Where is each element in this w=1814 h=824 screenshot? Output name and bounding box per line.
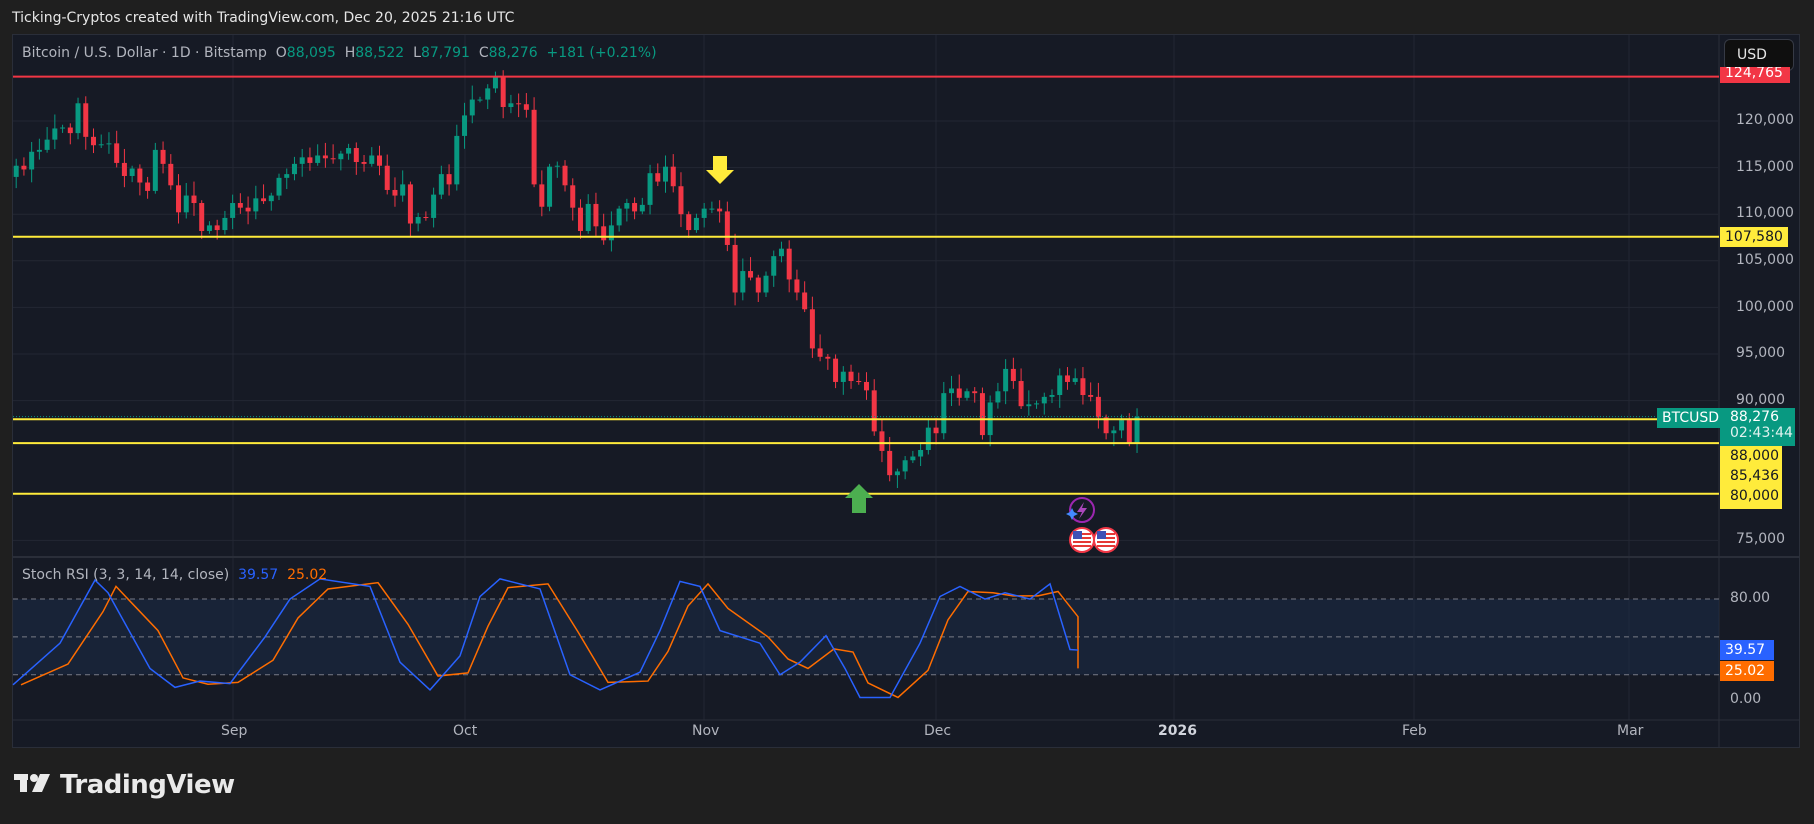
level-price-tag: 88,000 — [1730, 448, 1779, 464]
time-tick: Mar — [1617, 723, 1644, 739]
price-tick: 120,000 — [1736, 112, 1794, 128]
time-tick-year: 2026 — [1158, 723, 1197, 739]
bar-countdown: 02:43:44 — [1730, 425, 1793, 441]
last-price-tag: 88,276 02:43:44 — [1720, 408, 1795, 446]
level-price-tag: 85,436 — [1730, 468, 1779, 484]
last-price: 88,276 — [1730, 409, 1779, 425]
price-tick: 110,000 — [1736, 205, 1794, 221]
time-tick: Feb — [1402, 723, 1427, 739]
level-tags-group: 88,000 85,436 80,000 — [1720, 446, 1782, 509]
stoch-tick: 80.00 — [1730, 590, 1771, 606]
close-value: 88,276 — [488, 45, 538, 61]
open-label: O — [275, 45, 287, 61]
indicator-name: Stoch RSI (3, 3, 14, 14, close) — [22, 567, 230, 583]
price-tick: 95,000 — [1736, 345, 1785, 361]
k-value: 39.57 — [238, 567, 279, 583]
k-value-tag: 39.57 — [1720, 640, 1774, 660]
price-tick: 75,000 — [1736, 531, 1785, 547]
open-value: 88,095 — [286, 45, 336, 61]
low-label: L — [413, 45, 421, 61]
symbol-legend: Bitcoin / U.S. Dollar · 1D · Bitstamp O8… — [22, 45, 657, 61]
chart-caption: Ticking-Cryptos created with TradingView… — [12, 10, 515, 26]
time-tick: Dec — [924, 723, 952, 739]
time-tick: Sep — [221, 723, 248, 739]
d-value: 25.02 — [287, 567, 328, 583]
level-price-tag: 80,000 — [1730, 488, 1779, 504]
level-price-tag: 107,580 — [1720, 227, 1788, 247]
price-tick: 90,000 — [1736, 392, 1785, 408]
symbol-description: Bitcoin / U.S. Dollar · 1D · Bitstamp — [22, 45, 267, 61]
time-tick: Nov — [692, 723, 720, 739]
currency-button[interactable]: USD — [1724, 39, 1794, 71]
tradingview-logo-icon — [14, 771, 54, 801]
symbol-tag: BTCUSD — [1657, 408, 1725, 428]
resistance-price-tag: 124,765 — [1720, 67, 1790, 83]
time-tick: Oct — [453, 723, 478, 739]
low-value: 87,791 — [420, 45, 470, 61]
close-label: C — [478, 45, 489, 61]
change-value: +181 (+0.21%) — [546, 45, 657, 61]
tradingview-brand: TradingView — [14, 770, 235, 801]
high-value: 88,522 — [355, 45, 405, 61]
high-label: H — [344, 45, 356, 61]
brand-name: TradingView — [60, 770, 235, 800]
price-tick: 105,000 — [1736, 252, 1794, 268]
stoch-tick: 0.00 — [1730, 691, 1762, 707]
price-tick: 115,000 — [1736, 159, 1794, 175]
price-tick: 100,000 — [1736, 299, 1794, 315]
stoch-rsi-legend[interactable]: Stoch RSI (3, 3, 14, 14, close) 39.57 25… — [22, 567, 327, 583]
d-value-tag: 25.02 — [1720, 661, 1774, 681]
